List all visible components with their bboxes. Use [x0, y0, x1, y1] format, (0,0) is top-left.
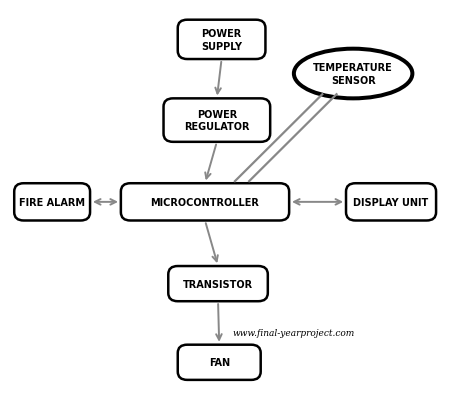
Text: www.final-yearproject.com: www.final-yearproject.com — [233, 328, 355, 337]
FancyBboxPatch shape — [168, 266, 268, 301]
Ellipse shape — [294, 50, 412, 99]
FancyBboxPatch shape — [121, 184, 289, 221]
Text: FIRE ALARM: FIRE ALARM — [19, 197, 85, 207]
FancyBboxPatch shape — [164, 99, 270, 142]
Text: DISPLAY UNIT: DISPLAY UNIT — [354, 197, 428, 207]
Text: POWER
REGULATOR: POWER REGULATOR — [184, 109, 250, 132]
Text: TEMPERATURE
SENSOR: TEMPERATURE SENSOR — [313, 63, 393, 85]
Text: POWER
SUPPLY: POWER SUPPLY — [201, 29, 242, 52]
FancyBboxPatch shape — [346, 184, 436, 221]
FancyBboxPatch shape — [178, 345, 261, 380]
FancyBboxPatch shape — [178, 21, 265, 60]
Text: FAN: FAN — [209, 357, 230, 368]
Text: TRANSISTOR: TRANSISTOR — [183, 279, 253, 289]
FancyBboxPatch shape — [14, 184, 90, 221]
Text: MICROCONTROLLER: MICROCONTROLLER — [151, 197, 259, 207]
